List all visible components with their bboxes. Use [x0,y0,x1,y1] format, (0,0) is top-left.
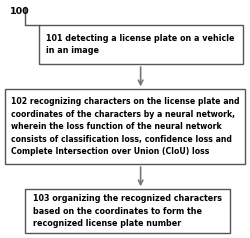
FancyBboxPatch shape [25,189,230,233]
Text: 100: 100 [10,7,30,16]
Text: 101 detecting a license plate on a vehicle
in an image: 101 detecting a license plate on a vehic… [46,34,235,55]
Text: 103 organizing the recognized characters
based on the coordinates to form the
re: 103 organizing the recognized characters… [33,194,222,228]
Text: 102 recognizing characters on the license plate and
coordinates of the character: 102 recognizing characters on the licens… [11,97,239,156]
FancyBboxPatch shape [39,25,242,64]
FancyBboxPatch shape [5,89,245,164]
